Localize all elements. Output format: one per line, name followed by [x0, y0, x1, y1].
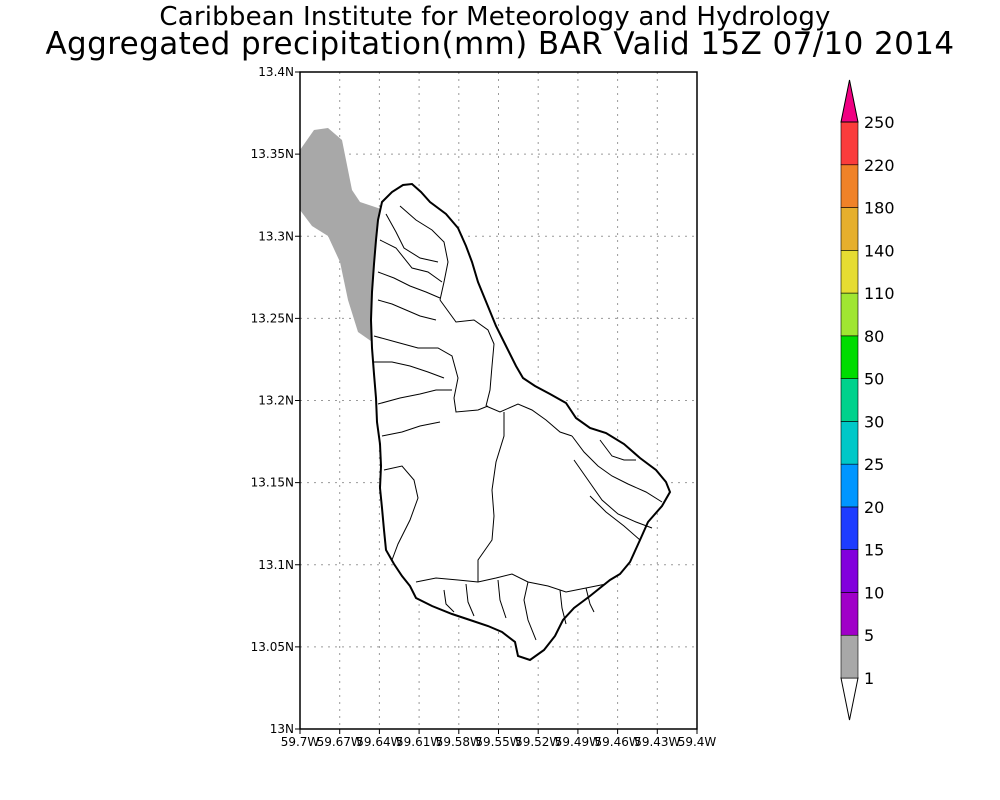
colorbar-label: 10 [864, 583, 884, 602]
colorbar-over-triangle [840, 79, 859, 123]
x-tick-label: 59.49W [555, 735, 601, 749]
y-tick-label: 13.05N [251, 640, 294, 654]
colorbar-label: 1 [864, 669, 874, 688]
x-tick-label: 59.64W [356, 735, 402, 749]
y-tick-label: 13N [270, 722, 294, 736]
x-tick-label: 59.46W [594, 735, 640, 749]
colorbar-label: 180 [864, 199, 895, 218]
colorbar-label: 140 [864, 241, 895, 260]
colorbar-segment [840, 292, 859, 337]
colorbar-label: 25 [864, 455, 884, 474]
x-tick-label: 59.58W [436, 735, 482, 749]
x-tick-label: 59.61W [396, 735, 442, 749]
colorbar-segment [840, 335, 859, 379]
y-tick-label: 13.35N [251, 147, 294, 161]
chart-subtitle: Aggregated precipitation(mm) BAR Valid 1… [45, 26, 955, 62]
y-tick-label: 13.1N [258, 558, 294, 572]
x-tick-label: 59.55W [475, 735, 521, 749]
x-tick-label: 59.7W [281, 735, 320, 749]
x-axis-ticks: 59.7W59.67W59.64W59.61W59.58W59.55W59.52… [281, 729, 717, 749]
colorbar-segment [840, 121, 859, 166]
colorbar-segment [840, 421, 859, 465]
colorbar-segment [840, 592, 859, 636]
colorbar-segment [840, 250, 859, 294]
y-tick-label: 13.4N [258, 65, 294, 79]
colorbar-under-triangle [840, 677, 859, 721]
colorbar-label: 30 [864, 412, 884, 431]
colorbar-label: 220 [864, 156, 895, 175]
colorbar-label: 250 [864, 113, 895, 132]
y-tick-label: 13.2N [258, 394, 294, 408]
barbados-coastline [369, 182, 672, 662]
colorbar-label: 15 [864, 541, 884, 560]
y-axis-ticks: 13N 13.05N 13.1N 13.15N 13.2N 13.25N 13.3N 13.3… [251, 65, 300, 736]
colorbar-label: 50 [864, 370, 884, 389]
colorbar-segment [840, 378, 859, 422]
colorbar-label: 110 [864, 284, 895, 303]
x-tick-label: 59.52W [515, 735, 561, 749]
x-tick-label: 59.4W [678, 735, 717, 749]
colorbar-label: 20 [864, 498, 884, 517]
catchment-boundaries [373, 205, 663, 641]
colorbar-segment [840, 164, 859, 208]
y-tick-label: 13.25N [251, 311, 294, 325]
chart-title: Caribbean Institute for Meteorology and … [159, 2, 831, 32]
colorbar-segment [840, 207, 859, 251]
colorbar-label: 80 [864, 327, 884, 346]
colorbar-label: 5 [864, 626, 874, 645]
colorbar-segment [840, 549, 859, 593]
y-tick-label: 13.15N [251, 476, 294, 490]
colorbar-segment [840, 506, 859, 550]
x-tick-label: 59.67W [317, 735, 363, 749]
y-tick-label: 13.3N [258, 229, 294, 243]
colorbar-segment [840, 463, 859, 508]
colorbar-segment [840, 634, 859, 679]
x-tick-label: 59.43W [634, 735, 680, 749]
